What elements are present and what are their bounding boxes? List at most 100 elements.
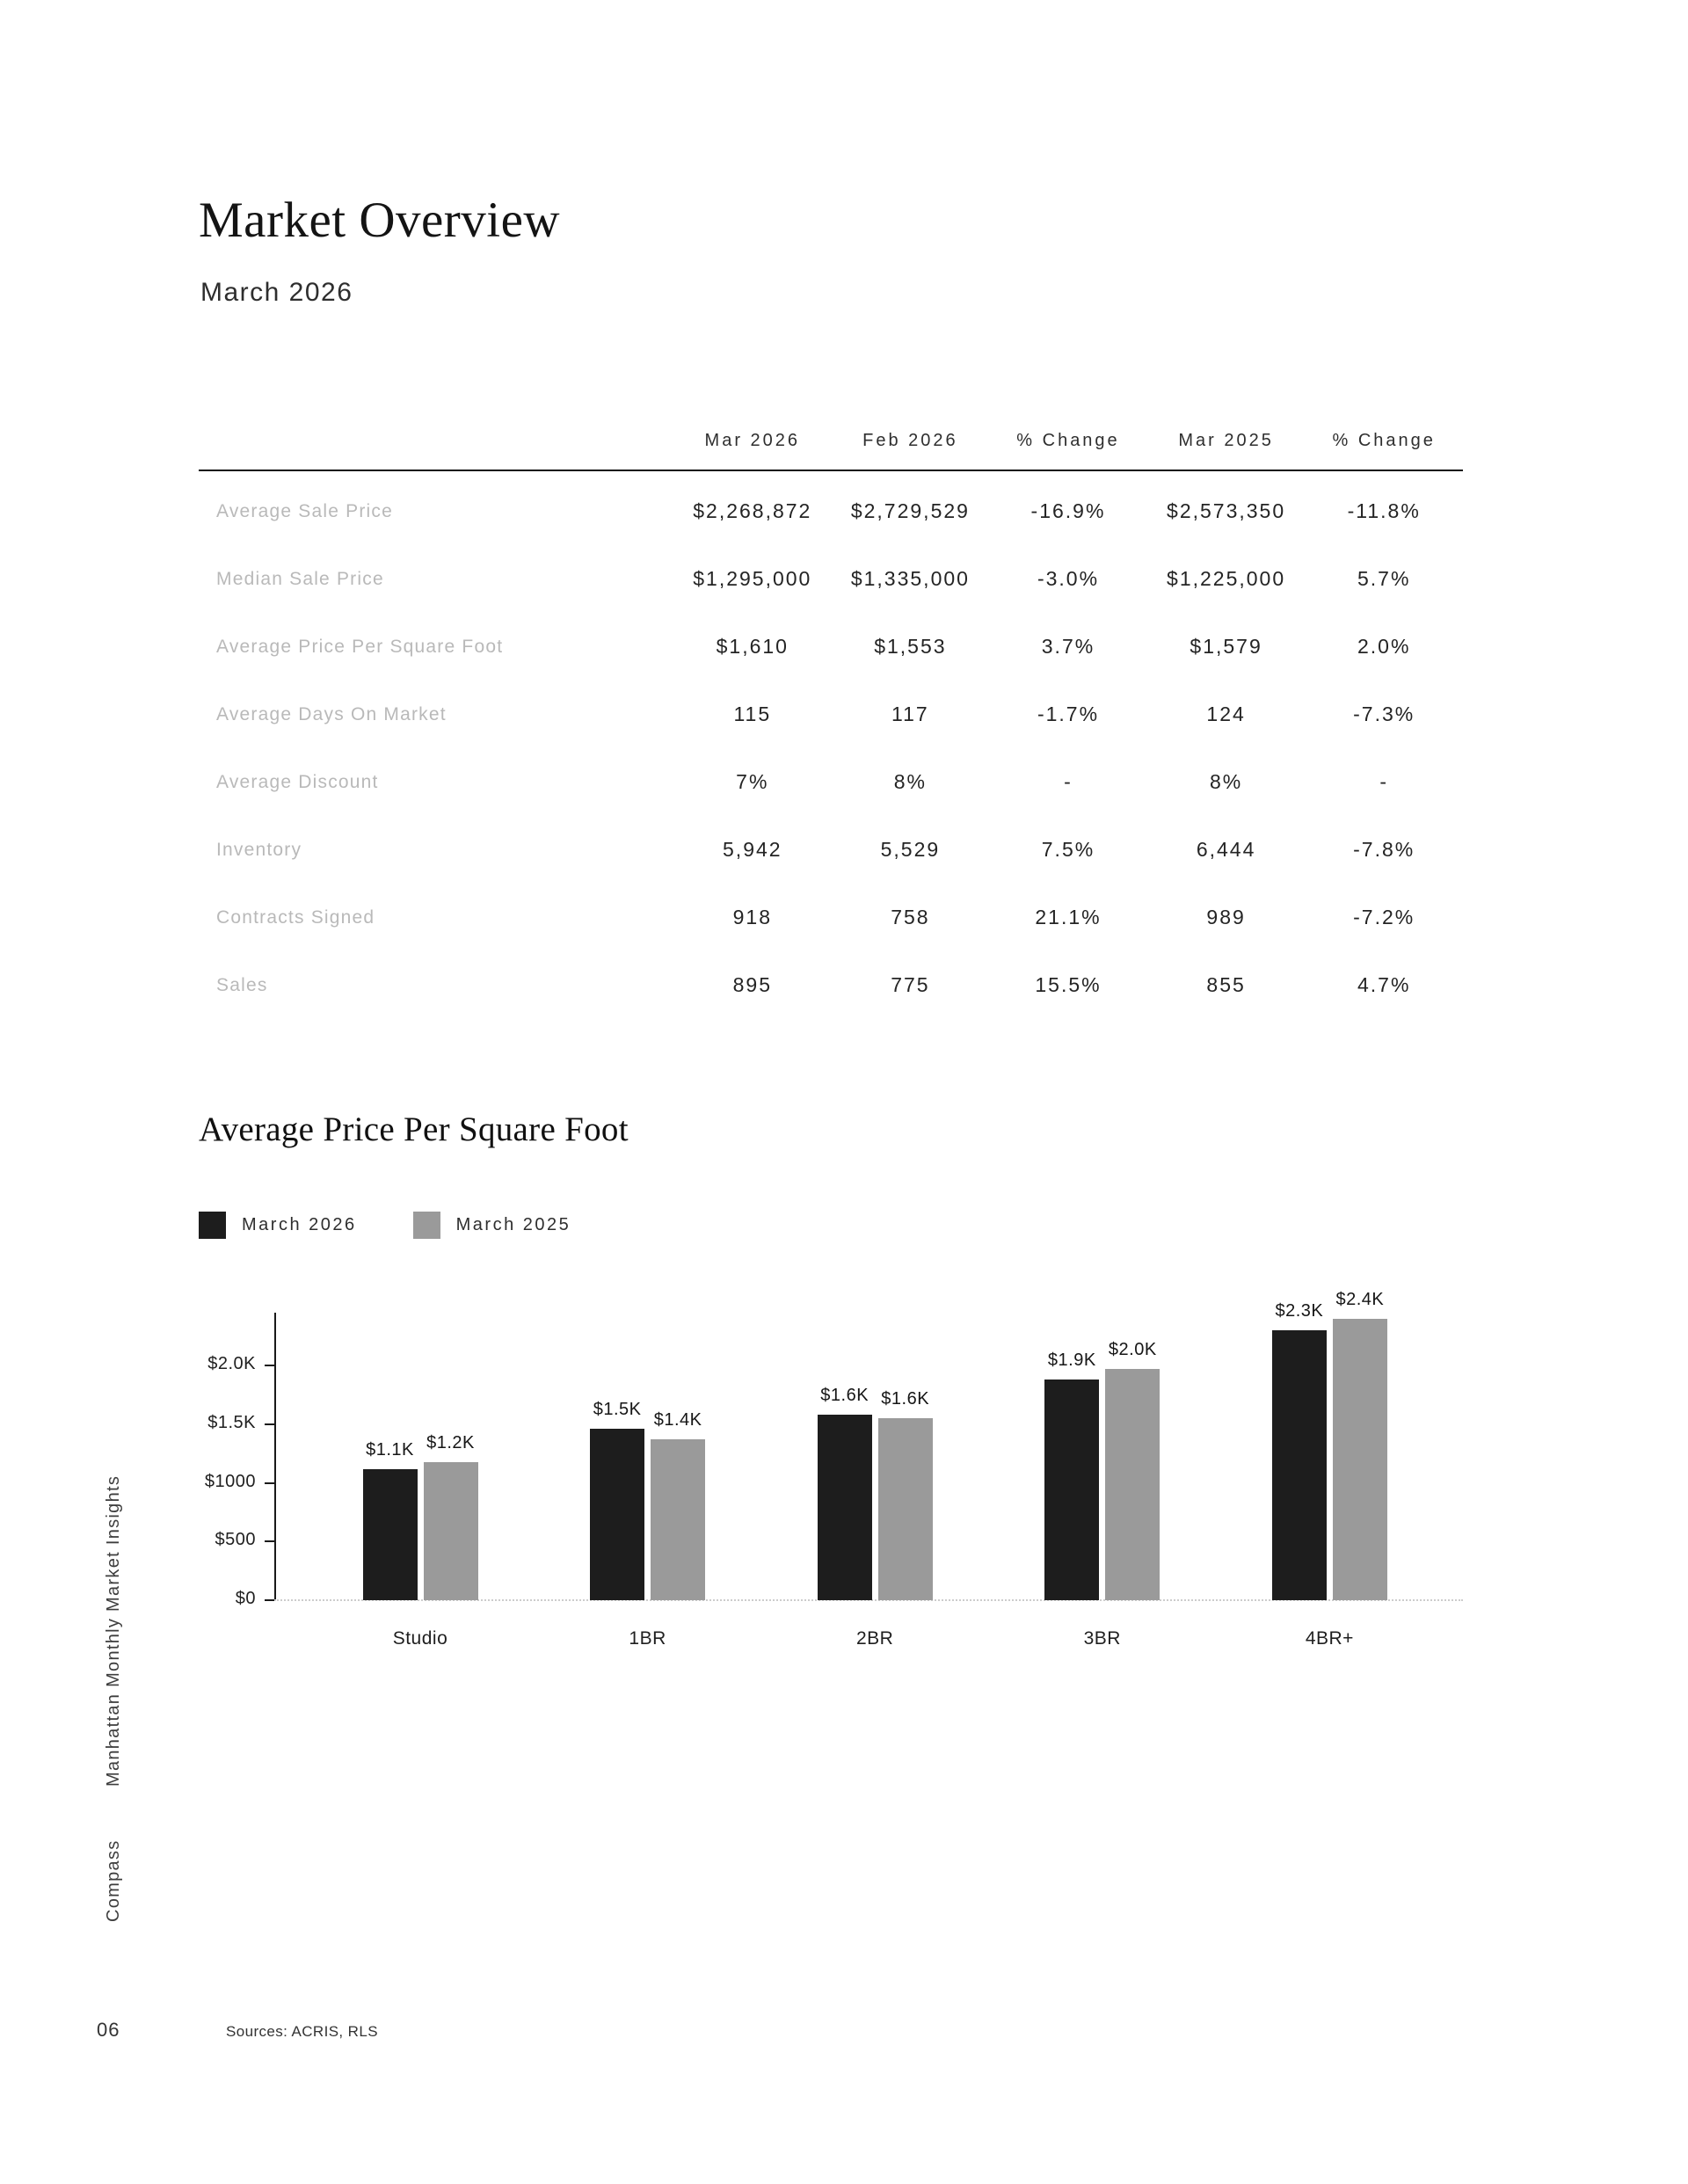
metric-value: 758 [891, 906, 930, 928]
metric-label: Contracts Signed [216, 906, 375, 928]
legend-item-march-2025: March 2025 [412, 1212, 571, 1239]
bar-march-2026 [362, 1469, 418, 1600]
bar-march-2025 [423, 1462, 478, 1600]
metric-value: 8% [1209, 770, 1243, 793]
table-row: Average Discount 7% 8% - 8% - [199, 748, 1463, 816]
metric-value: 5,529 [880, 838, 941, 861]
metric-value: $1,335,000 [850, 567, 970, 590]
table-header-row: Mar 2026 Feb 2026 % Change Mar 2025 % Ch… [199, 420, 1463, 461]
table-header-rule [199, 470, 1463, 471]
metric-value: $1,610 [716, 635, 789, 658]
metric-value: 6,444 [1196, 838, 1256, 861]
table-row: Average Days On Market 115 117 -1.7% 124 -7.3… [199, 681, 1463, 748]
table-row: Average Price Per Square Foot $1,610 $1,55… [199, 613, 1463, 681]
table-row: Contracts Signed 918 758 21.1% 989 -7.2% [199, 884, 1463, 951]
metric-value: 5.7% [1357, 567, 1411, 590]
metric-value: 8% [893, 770, 928, 793]
bar-march-2025 [1105, 1369, 1160, 1600]
metric-value: 989 [1206, 906, 1246, 928]
metric-value: $1,295,000 [693, 567, 812, 590]
metric-value: $2,268,872 [693, 499, 812, 522]
bar-value-label: $1.1K [366, 1440, 414, 1460]
table-row: Inventory 5,942 5,529 7.5% 6,444 -7.8% [199, 816, 1463, 884]
legend-swatch [199, 1212, 226, 1239]
category-label: Studio [392, 1628, 448, 1649]
metric-value: 4.7% [1357, 973, 1411, 996]
bar-march-2025 [651, 1439, 706, 1600]
metric-label: Average Discount [216, 771, 379, 792]
table-row: Median Sale Price $1,295,000 $1,335,000 -3.… [199, 545, 1463, 613]
y-tick-mark [265, 1599, 274, 1601]
table-header-pct-change-1: % Change [1016, 430, 1120, 450]
metric-value: $1,579 [1190, 635, 1262, 658]
metric-value: -7.8% [1353, 838, 1415, 861]
metric-value: -7.2% [1353, 906, 1415, 928]
metric-label: Average Sale Price [216, 500, 393, 521]
metric-value: 115 [733, 703, 772, 725]
y-tick-mark [265, 1481, 274, 1484]
category-label: 3BR [1083, 1628, 1121, 1649]
bar-chart: $0 $500 $1000 $1.5K $2.0K $1.1K $1.2K Studio $1.… [158, 1290, 1565, 1679]
metric-value: 7.5% [1041, 838, 1095, 861]
y-axis-line [274, 1313, 276, 1600]
metric-value: $2,729,529 [850, 499, 970, 522]
metric-value: 21.1% [1035, 906, 1102, 928]
metric-value: $1,553 [874, 635, 947, 658]
bar-march-2026 [817, 1415, 872, 1600]
category-label: 4BR+ [1305, 1628, 1354, 1649]
metric-value: 5,942 [723, 838, 782, 861]
table-header-feb-2026: Feb 2026 [862, 430, 958, 450]
page-subtitle: March 2026 [200, 278, 353, 307]
y-tick-mark [265, 1365, 274, 1367]
bar-march-2025 [877, 1418, 933, 1600]
bar-value-label: $2.4K [1335, 1290, 1385, 1309]
y-tick-label: $1000 [204, 1471, 256, 1491]
table-row: Average Sale Price $2,268,872 $2,729,529 -1… [199, 477, 1463, 545]
zero-baseline [274, 1599, 1463, 1601]
metric-value: 15.5% [1035, 973, 1102, 996]
metric-value: 124 [1206, 703, 1246, 725]
bar-value-label: $1.6K [820, 1386, 869, 1405]
metric-value: -7.3% [1353, 703, 1415, 725]
table-header-mar-2026: Mar 2026 [704, 430, 801, 450]
chart-legend: March 2026 March 2025 [199, 1212, 571, 1239]
bar-march-2026 [590, 1429, 645, 1600]
metric-value: -11.8% [1347, 499, 1421, 522]
metrics-table: Mar 2026 Feb 2026 % Change Mar 2025 % Ch… [199, 420, 1463, 1019]
metric-label: Average Price Per Square Foot [216, 636, 504, 657]
category-label: 1BR [629, 1628, 666, 1649]
metric-value: - [1379, 770, 1389, 793]
metric-value: -1.7% [1037, 703, 1100, 725]
metric-value: -3.0% [1037, 567, 1100, 590]
metric-value: $2,573,350 [1167, 499, 1286, 522]
bar-value-label: $1.4K [653, 1410, 702, 1430]
y-tick-label: $500 [215, 1530, 256, 1550]
metric-value: - [1064, 770, 1073, 793]
legend-label: March 2025 [455, 1215, 571, 1234]
page-number: 06 [97, 2019, 120, 2041]
y-tick-label: $2.0K [207, 1354, 256, 1374]
legend-swatch [412, 1212, 440, 1239]
chart-heading: Average Price Per Square Foot [199, 1110, 629, 1148]
category-label: 2BR [856, 1628, 894, 1649]
metric-value: 775 [891, 973, 930, 996]
metric-label: Median Sale Price [216, 568, 384, 589]
y-tick-mark [265, 1423, 274, 1425]
y-tick-label: $1.5K [207, 1412, 256, 1432]
metrics-table-body: Average Sale Price $2,268,872 $2,729,529 -1… [199, 477, 1463, 1019]
metric-label: Average Days On Market [216, 703, 447, 724]
bar-march-2026 [1044, 1380, 1100, 1600]
bar-value-label: $2.0K [1108, 1340, 1157, 1359]
bar-value-label: $2.3K [1275, 1301, 1324, 1321]
bar-value-label: $1.5K [593, 1400, 642, 1419]
legend-item-march-2026: March 2026 [199, 1212, 357, 1239]
metric-value: 117 [891, 703, 929, 725]
metric-label: Sales [216, 974, 268, 995]
bar-march-2026 [1271, 1330, 1327, 1600]
bar-value-label: $1.9K [1047, 1350, 1096, 1370]
metric-value: 7% [736, 770, 769, 793]
page-title: Market Overview [199, 193, 561, 248]
legend-label: March 2026 [242, 1215, 357, 1234]
metric-value: 855 [1206, 973, 1246, 996]
metric-label: Inventory [216, 839, 302, 860]
